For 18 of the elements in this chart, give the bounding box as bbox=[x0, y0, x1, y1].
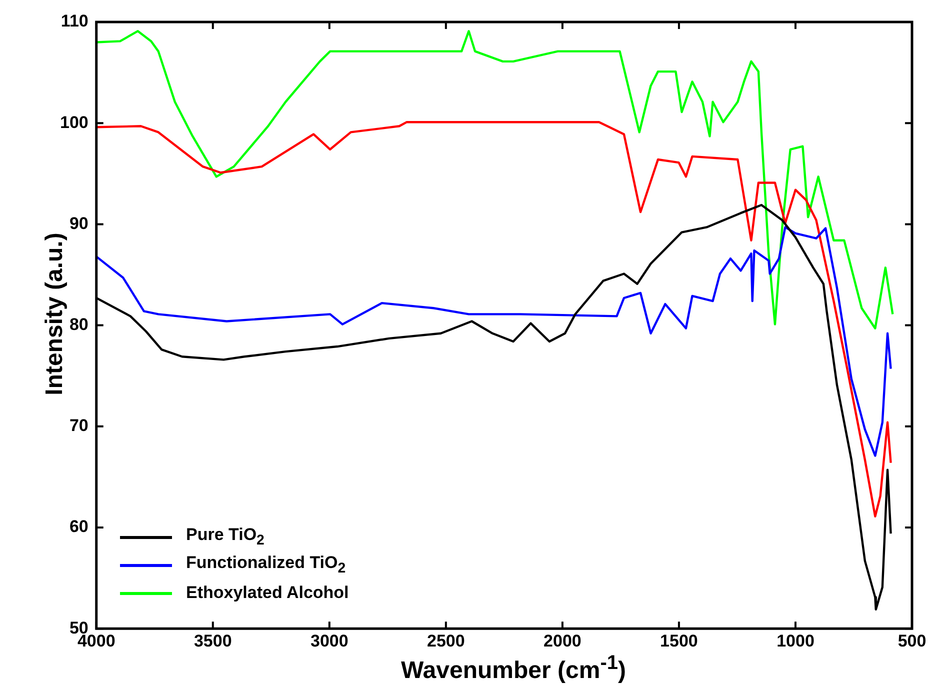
y-tick-label: 100 bbox=[60, 112, 88, 132]
legend-label: Pure TiO$_{2}$ bbox=[186, 525, 264, 549]
x-tick-label: 2000 bbox=[544, 631, 582, 650]
x-tick-label: 500 bbox=[898, 631, 926, 650]
legend-label: Functionalized TiO$_{2}$ bbox=[186, 553, 346, 577]
y-axis-title: Intensity (a.u.) bbox=[41, 232, 69, 398]
legend-label: Ethoxylated Alcohol bbox=[186, 583, 349, 603]
x-axis-title: Wavenumber (cm$^{-1}$) bbox=[400, 652, 627, 685]
x-tick-label: 1500 bbox=[660, 631, 698, 650]
y-tick-label: 80 bbox=[69, 314, 88, 334]
x-tick-label: 2500 bbox=[427, 631, 465, 650]
y-tick-label: 70 bbox=[69, 416, 88, 436]
x-tick-label: 1000 bbox=[776, 631, 814, 650]
x-tick-label: 3000 bbox=[310, 631, 348, 650]
y-tick-label: 60 bbox=[69, 517, 88, 536]
y-tick-label: 90 bbox=[69, 214, 88, 233]
x-tick-label: 3500 bbox=[194, 631, 232, 650]
y-tick-label: 110 bbox=[60, 12, 88, 31]
